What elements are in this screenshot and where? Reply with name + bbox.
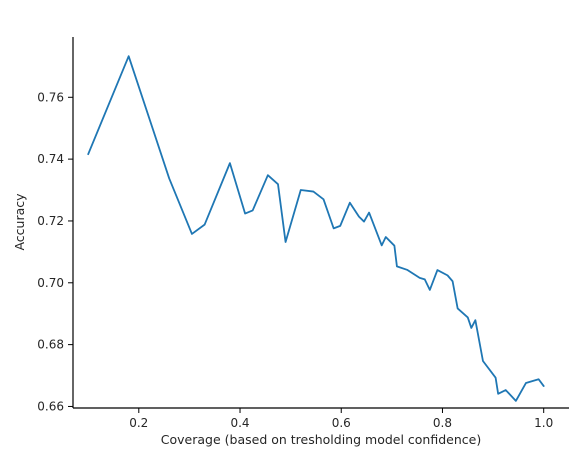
y-tick-label: 0.72: [37, 214, 64, 228]
y-tick-label: 0.66: [37, 399, 64, 413]
data-point: [322, 198, 325, 201]
y-tick-label: 0.76: [37, 90, 64, 104]
data-point: [87, 153, 90, 156]
data-point: [466, 316, 469, 319]
data-point: [395, 265, 398, 268]
data-point: [406, 268, 409, 271]
data-point: [251, 209, 254, 212]
data-point: [504, 389, 507, 392]
data-point: [168, 177, 171, 180]
data-point: [446, 274, 449, 277]
data-point: [203, 223, 206, 226]
y-ticks: 0.66 0.68 0.70 0.72 0.74 0.76: [37, 90, 73, 413]
data-point: [299, 189, 302, 192]
x-tick-label: 1.0: [534, 416, 553, 430]
data-point: [266, 174, 269, 177]
plot-area: [87, 55, 545, 402]
data-point: [524, 381, 527, 384]
data-point: [456, 307, 459, 310]
x-ticks: 0.2 0.4 0.6 0.8 1.0: [129, 408, 553, 430]
data-point: [494, 376, 497, 379]
data-point: [228, 162, 231, 165]
data-point: [451, 280, 454, 283]
data-point: [244, 212, 247, 215]
data-point: [497, 392, 500, 395]
data-point: [481, 360, 484, 363]
x-tick-label: 0.4: [230, 416, 249, 430]
data-point: [357, 215, 360, 218]
data-point: [514, 399, 517, 402]
data-point: [542, 385, 545, 388]
data-point: [393, 244, 396, 247]
data-point: [276, 183, 279, 186]
data-point: [339, 224, 342, 227]
data-point: [363, 220, 366, 223]
x-axis-title: Coverage (based on tresholding model con…: [161, 432, 481, 447]
data-point: [418, 276, 421, 279]
series-line: [87, 55, 545, 402]
x-tick-label: 0.6: [332, 416, 351, 430]
data-point: [380, 244, 383, 247]
data-point: [537, 378, 540, 381]
y-tick-label: 0.74: [37, 152, 64, 166]
data-point: [470, 326, 473, 329]
data-point: [332, 227, 335, 230]
y-tick-label: 0.68: [37, 338, 64, 352]
y-tick-label: 0.70: [37, 276, 64, 290]
x-tick-label: 0.8: [433, 416, 452, 430]
data-point: [428, 288, 431, 291]
data-point: [436, 269, 439, 272]
data-point: [312, 190, 315, 193]
data-point: [127, 55, 130, 58]
data-point: [284, 240, 287, 243]
data-point: [474, 319, 477, 322]
data-point: [348, 201, 351, 204]
data-point: [190, 232, 193, 235]
y-axis-title: Accuracy: [12, 193, 27, 251]
x-tick-label: 0.2: [129, 416, 148, 430]
data-point: [384, 236, 387, 239]
data-point: [368, 211, 371, 214]
axes: [72, 37, 569, 409]
data-point: [423, 278, 426, 281]
